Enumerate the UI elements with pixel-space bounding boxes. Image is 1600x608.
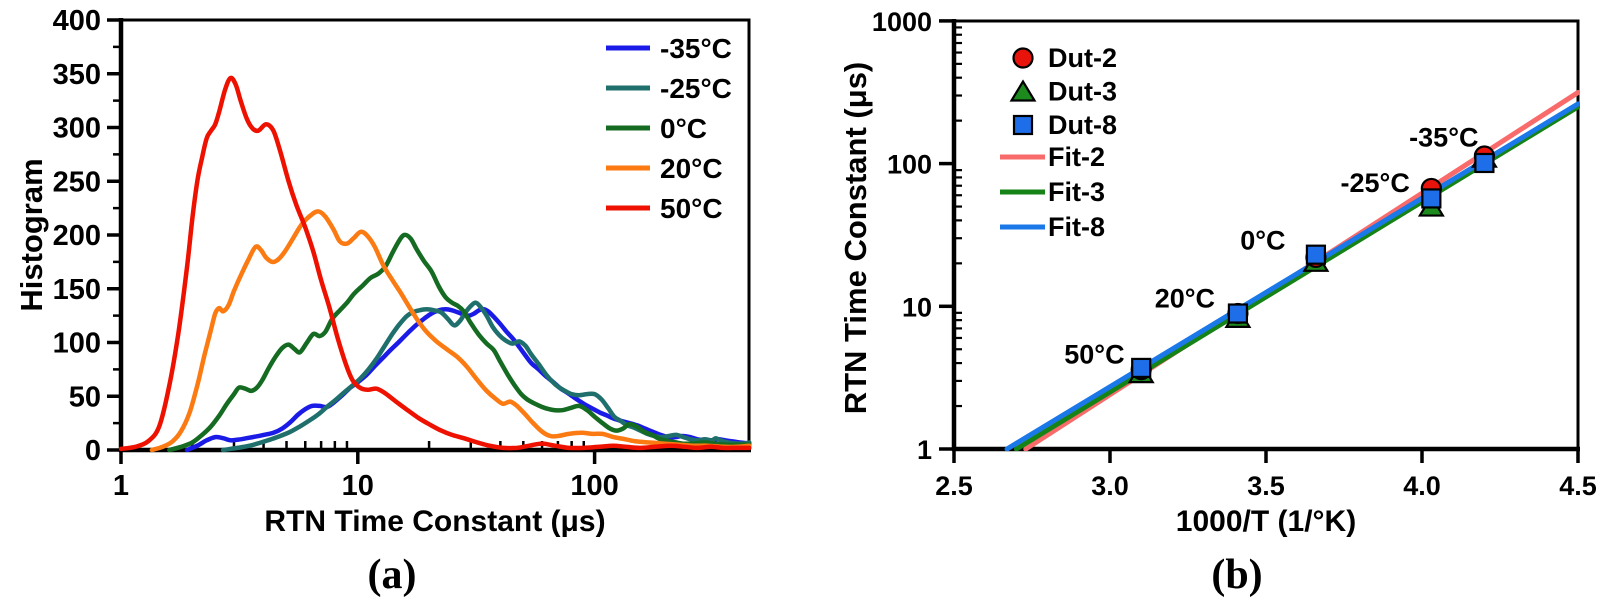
curve-20°C (149, 209, 752, 452)
panel-a-axes: 1 10 100 0 50 100 150 200 250 300 350 400 (53, 5, 751, 502)
annotation-50°C: 50°C (1064, 339, 1124, 369)
y-tick-label-b: 1000 (872, 7, 932, 37)
curve-50°C (119, 75, 752, 452)
curve-0°C (167, 232, 752, 452)
y-tick-label-b: 10 (902, 292, 932, 322)
marker-Dut-8 (1131, 357, 1152, 379)
marker-Dut-8 (1305, 244, 1327, 265)
y-tick-label-a: 150 (53, 274, 101, 306)
marker-Dut-8 (1421, 188, 1442, 209)
legend-a: -35°C -25°C 0°C 20°C 50°C (606, 33, 732, 224)
captions: (a) (b) (368, 552, 1263, 598)
data-points (1127, 145, 1498, 384)
marker-Dut-8 (1474, 152, 1495, 174)
curve--35°C (184, 306, 752, 452)
x-tick-label-b: 4.0 (1403, 471, 1441, 501)
legend-a-label: -35°C (660, 33, 732, 64)
annotation-20°C: 20°C (1155, 284, 1215, 314)
caption-b: (b) (1211, 552, 1262, 598)
y-tick-label-a: 0 (85, 435, 101, 467)
temperature-annotations: 50°C 20°C 0°C -25°C -35°C (1064, 123, 1478, 370)
y-tick-label-a: 100 (53, 328, 101, 360)
legend-a-label: 50°C (660, 193, 723, 224)
histogram-curves (119, 75, 752, 452)
annotation--35°C: -35°C (1409, 123, 1478, 153)
legend-b-label: Dut-3 (1048, 77, 1117, 107)
panel-b-axes: 1 10 100 1000 2.5 3.0 3.5 4.0 4.5 (872, 7, 1597, 501)
legend-b-marker-Dut-3 (1009, 79, 1037, 102)
panel-b: 1 10 100 1000 2.5 3.0 3.5 4.0 4.5 50°C 20°C 0°C -25°… (838, 7, 1597, 538)
legend-b-label: Fit-8 (1048, 212, 1105, 242)
y-axis-title-a: Histogram (14, 158, 49, 311)
y-tick-label-a: 300 (53, 113, 101, 145)
annotation-0°C: 0°C (1240, 225, 1285, 255)
x-tick-label-b: 3.0 (1091, 471, 1129, 501)
x-tick-label-b: 4.5 (1559, 471, 1597, 501)
legend-b-label: Fit-2 (1048, 142, 1105, 172)
annotation--25°C: -25°C (1341, 168, 1410, 198)
legend-a-label: -25°C (660, 73, 732, 104)
curve--25°C (220, 300, 752, 452)
y-tick-label-a: 350 (53, 59, 101, 91)
x-axis-title-b: 1000/T (1/°K) (1176, 505, 1356, 538)
marker-Dut-8 (1227, 303, 1249, 324)
panel-a: 1 10 100 0 50 100 150 200 250 300 350 400 -35°C -25°C… (14, 5, 752, 538)
y-tick-label-b: 100 (887, 150, 932, 180)
y-axis-title-b: RTN Time Constant (μs) (838, 62, 873, 415)
x-tick-label-a: 10 (342, 470, 374, 502)
y-tick-label-a: 400 (53, 5, 101, 37)
legend-b-label: Dut-2 (1048, 43, 1117, 73)
caption-a: (a) (368, 552, 417, 598)
y-tick-label-a: 250 (53, 166, 101, 198)
legend-b-marker-Dut-2 (1012, 47, 1034, 69)
x-tick-label-b: 3.5 (1247, 471, 1285, 501)
y-tick-label-a: 200 (53, 220, 101, 252)
legend-b-marker-Dut-8 (1012, 114, 1034, 136)
x-axis-title-a: RTN Time Constant (μs) (264, 505, 605, 538)
legend-b-label: Dut-8 (1048, 110, 1117, 140)
legend-a-label: 20°C (660, 153, 723, 184)
x-tick-label-a: 1 (113, 470, 129, 502)
y-tick-label-b: 1 (917, 435, 932, 465)
y-tick-label-a: 50 (69, 381, 101, 413)
legend-b-label: Fit-3 (1048, 177, 1105, 207)
x-tick-label-a: 100 (570, 470, 618, 502)
x-tick-label-b: 2.5 (935, 471, 973, 501)
legend-a-label: 0°C (660, 113, 707, 144)
